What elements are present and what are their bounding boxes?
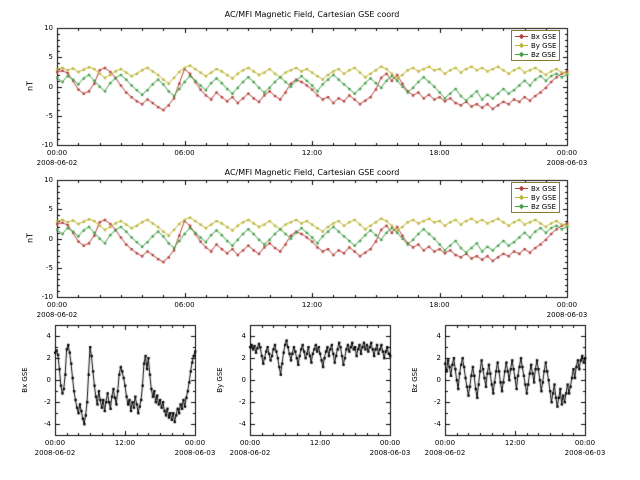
y-axis-label: Bx GSE xyxy=(21,367,29,393)
panel-title: AC/MFI Magnetic Field, Cartesian GSE coo… xyxy=(224,168,400,177)
legend-marker-icon xyxy=(515,203,528,210)
overview-panel-2: AC/MFI Magnetic Field, Cartesian GSE coo… xyxy=(0,152,640,319)
y-tick-label: -4 xyxy=(44,420,51,428)
legend-entry-label: Bx GSE xyxy=(531,32,557,41)
y-tick-label: 2 xyxy=(46,354,51,362)
y-tick-label: -10 xyxy=(41,293,53,301)
x-date-label: 2008-06-03 xyxy=(369,449,411,457)
legend-entry: By GSE xyxy=(515,41,556,50)
legend-entry: Bz GSE xyxy=(515,50,556,59)
y-axis-label: Bz GSE xyxy=(411,367,419,393)
legend-entry-label: Bz GSE xyxy=(531,202,556,211)
y-tick-label: 4 xyxy=(241,332,246,340)
legend-marker-icon xyxy=(515,51,528,58)
x-tick-label: 00:00 xyxy=(434,439,456,447)
y-tick-label: -2 xyxy=(44,398,51,406)
y-tick-label: 4 xyxy=(46,332,51,340)
overview-plot-canvas-1 xyxy=(0,0,640,160)
y-tick-label: 0 xyxy=(46,376,51,384)
x-tick-label: 12:00 xyxy=(114,439,136,447)
bx-plot-canvas xyxy=(10,312,210,480)
x-tick-label: 12:00 xyxy=(301,301,323,309)
bx-component-panel: Bx GSE 00:00 2008-06-02 12:00 00:00 2008-06-… xyxy=(10,312,215,480)
overview-plot-canvas-2 xyxy=(0,152,640,312)
y-tick-label: 0 xyxy=(48,82,53,91)
y-tick-label: -4 xyxy=(239,420,246,428)
y-tick-label: 0 xyxy=(241,376,246,384)
y-axis-label: nT xyxy=(25,81,35,91)
x-tick-label: 00:00 xyxy=(379,439,401,447)
bz-component-panel: Bz GSE 00:00 2008-06-02 12:00 00:00 2008-06-… xyxy=(400,312,605,480)
y-tick-label: -2 xyxy=(239,398,246,406)
y-tick-label: -5 xyxy=(46,263,53,272)
y-tick-label: 5 xyxy=(48,205,53,214)
x-date-label: 2008-06-02 xyxy=(34,449,76,457)
x-tick-label: 00:00 xyxy=(556,301,578,309)
legend-entry: By GSE xyxy=(515,193,556,202)
x-tick-label: 00:00 xyxy=(239,439,261,447)
legend-entry-label: By GSE xyxy=(531,193,557,202)
y-tick-label: -2 xyxy=(434,398,441,406)
legend-marker-icon xyxy=(515,42,528,49)
x-date-label: 2008-06-02 xyxy=(424,449,466,457)
y-tick-label: -10 xyxy=(41,141,53,149)
overview-panel-1: AC/MFI Magnetic Field, Cartesian GSE coo… xyxy=(0,0,640,167)
legend-entry: Bx GSE xyxy=(515,32,556,41)
legend-entry-label: Bx GSE xyxy=(531,184,557,193)
y-tick-label: -4 xyxy=(434,420,441,428)
y-tick-label: 10 xyxy=(44,24,53,32)
by-plot-canvas xyxy=(205,312,405,480)
x-date-label: 2008-06-02 xyxy=(229,449,271,457)
by-component-panel: By GSE 00:00 2008-06-02 12:00 00:00 2008-06-… xyxy=(205,312,410,480)
x-tick-label: 00:00 xyxy=(46,301,68,309)
legend-entry-label: By GSE xyxy=(531,41,557,50)
y-tick-label: 4 xyxy=(436,332,441,340)
y-axis-label: By GSE xyxy=(216,367,224,393)
y-tick-label: 0 xyxy=(48,234,53,243)
legend-marker-icon xyxy=(515,185,528,192)
legend-entry: Bx GSE xyxy=(515,184,556,193)
x-tick-label: 00:00 xyxy=(574,439,596,447)
legend: Bx GSE By GSE Bz GSE xyxy=(511,182,561,213)
y-tick-label: 2 xyxy=(241,354,246,362)
legend-marker-icon xyxy=(515,33,528,40)
x-tick-label: 00:00 xyxy=(184,439,206,447)
y-tick-label: 0 xyxy=(436,376,441,384)
x-tick-label: 00:00 xyxy=(44,439,66,447)
bz-plot-canvas xyxy=(400,312,600,480)
y-tick-label: -5 xyxy=(46,111,53,120)
x-date-label: 2008-06-03 xyxy=(174,449,216,457)
x-tick-label: 18:00 xyxy=(429,301,450,309)
y-axis-label: nT xyxy=(25,233,35,243)
x-tick-label: 12:00 xyxy=(504,439,526,447)
y-tick-label: 10 xyxy=(44,176,53,184)
x-tick-label: 06:00 xyxy=(174,301,195,309)
x-date-label: 2008-06-03 xyxy=(564,449,606,457)
y-tick-label: 5 xyxy=(48,53,53,62)
legend-entry-label: Bz GSE xyxy=(531,50,556,59)
legend: Bx GSE By GSE Bz GSE xyxy=(511,30,561,61)
panel-title: AC/MFI Magnetic Field, Cartesian GSE coo… xyxy=(224,10,400,19)
x-tick-label: 12:00 xyxy=(309,439,331,447)
y-tick-label: 2 xyxy=(436,354,441,362)
legend-marker-icon xyxy=(515,194,528,201)
legend-entry: Bz GSE xyxy=(515,202,556,211)
